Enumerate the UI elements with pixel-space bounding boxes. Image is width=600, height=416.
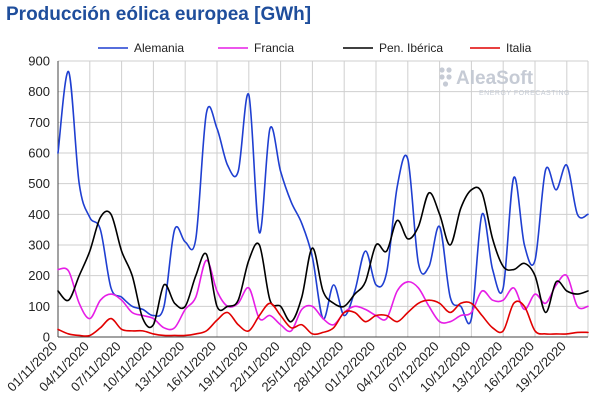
aleasoft-logo: AleaSoft ENERGY FORECASTING xyxy=(439,67,570,97)
legend-label: Pen. Ibérica xyxy=(379,41,443,55)
y-tick-label: 800 xyxy=(28,84,50,99)
y-tick-label: 400 xyxy=(28,207,50,222)
legend-label: Francia xyxy=(254,41,294,55)
logo-tagline: ENERGY FORECASTING xyxy=(479,90,570,97)
x-axis-ticks: 01/11/202004/11/202007/11/202010/11/2020… xyxy=(4,339,569,396)
chart-title: Producción eólica europea [GWh] xyxy=(6,4,312,25)
logo-name: AleaSoft xyxy=(456,68,534,89)
legend: Alemania Francia Pen. Ibérica Italia xyxy=(98,41,532,55)
y-tick-label: 500 xyxy=(28,176,50,191)
y-tick-label: 700 xyxy=(28,115,50,130)
logo-mark-icon xyxy=(439,67,452,87)
legend-label: Italia xyxy=(506,41,532,55)
y-tick-label: 100 xyxy=(28,299,50,314)
series-lines xyxy=(57,70,589,337)
series-line-alemania xyxy=(57,70,589,325)
legend-label: Alemania xyxy=(134,41,184,55)
y-tick-label: 200 xyxy=(28,268,50,283)
y-tick-label: 600 xyxy=(28,146,50,161)
y-axis-ticks: 0 100 200 300 400 500 600 700 800 900 xyxy=(28,54,50,345)
series-line-francia xyxy=(57,259,589,333)
series-line-pen-ib-rica xyxy=(57,186,589,329)
y-tick-label: 900 xyxy=(28,54,50,69)
series-line-italia xyxy=(57,299,589,337)
y-tick-label: 300 xyxy=(28,238,50,253)
y-tick-label: 0 xyxy=(43,330,50,345)
